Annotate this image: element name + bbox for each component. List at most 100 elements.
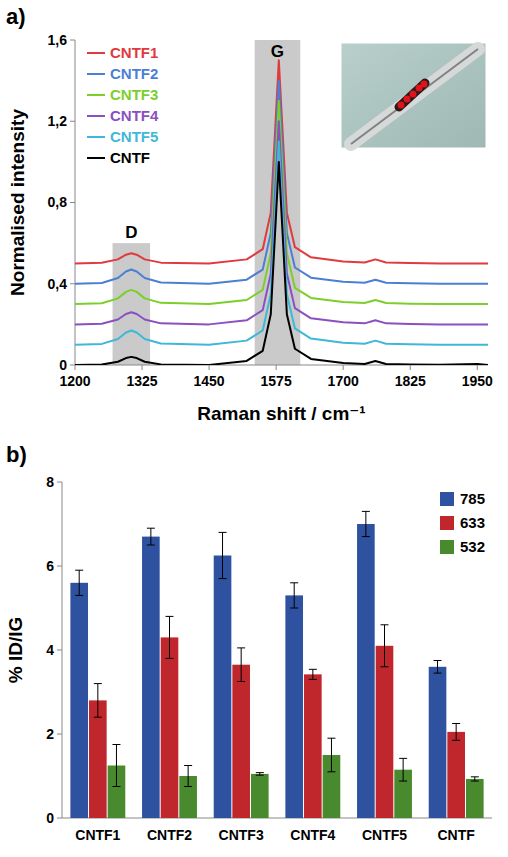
error-bar-cap xyxy=(94,717,102,718)
y-tick xyxy=(57,818,62,819)
error-bar-cap xyxy=(381,624,389,625)
error-bar xyxy=(166,616,174,658)
bar xyxy=(232,665,250,818)
error-bar-stem xyxy=(437,661,438,674)
error-bar-cap xyxy=(166,616,174,617)
error-bar-cap xyxy=(327,738,335,739)
x-tick-label: 1325 xyxy=(126,373,157,389)
x-tick xyxy=(410,365,411,370)
y-tick-label: 0 xyxy=(59,357,67,373)
error-bar-cap xyxy=(147,545,155,546)
legend-label: 785 xyxy=(460,490,485,507)
x-tick xyxy=(75,365,76,370)
error-bar-cap xyxy=(184,765,192,766)
x-tick xyxy=(343,365,344,370)
y-tick xyxy=(57,482,62,483)
panel-0: a)00,40,81,21,6Normalised intensity12001… xyxy=(6,4,493,424)
error-bar-cap xyxy=(452,740,460,741)
bar xyxy=(142,537,160,818)
error-bar-stem xyxy=(150,528,151,545)
error-bar xyxy=(219,532,227,578)
x-tick xyxy=(209,365,210,370)
y-axis xyxy=(75,40,76,365)
x-tick xyxy=(477,365,478,370)
y-tick xyxy=(57,650,62,651)
error-bar-cap xyxy=(290,608,298,609)
error-bar-cap xyxy=(309,669,317,670)
error-bar xyxy=(256,773,264,776)
legend-label: CNTF2 xyxy=(110,65,158,82)
error-bar-stem xyxy=(365,511,366,536)
error-bar-cap xyxy=(452,723,460,724)
legend-label: CNTF xyxy=(110,149,150,166)
error-bar-cap xyxy=(399,781,407,782)
inset-background xyxy=(341,43,486,148)
bar xyxy=(70,583,88,818)
error-bar xyxy=(327,738,335,772)
y-axis-title: % ID/IG xyxy=(5,617,26,684)
error-bar-cap xyxy=(184,786,192,787)
legend-label: CNTF4 xyxy=(110,107,159,124)
error-bar xyxy=(184,766,192,787)
legend-label: CNTF5 xyxy=(110,128,158,145)
legend-label: CNTF1 xyxy=(110,44,158,61)
error-bar xyxy=(471,777,479,781)
legend-swatch xyxy=(87,115,105,117)
x-tick-label: 1200 xyxy=(59,373,90,389)
bar xyxy=(376,646,394,818)
figure: a)00,40,81,21,6Normalised intensity12001… xyxy=(0,0,508,857)
y-tick xyxy=(70,202,75,203)
bars xyxy=(70,524,483,818)
error-bar-cap xyxy=(219,578,227,579)
inset-fibre-core xyxy=(351,49,478,144)
error-bar-stem xyxy=(294,583,295,608)
error-bar xyxy=(75,570,83,595)
category-label: CNTF4 xyxy=(290,827,335,843)
y-tick-label: 8 xyxy=(46,474,54,490)
y-tick xyxy=(57,566,62,567)
error-bar-cap xyxy=(219,532,227,533)
panel-label: b) xyxy=(6,442,27,467)
bar xyxy=(429,667,447,818)
panel-1: b)02468% ID/IGCNTF1CNTF2CNTF3CNTF4CNTF5C… xyxy=(5,442,492,843)
error-bar-stem xyxy=(456,724,457,741)
legend-swatch xyxy=(87,136,105,138)
shaded-region xyxy=(113,243,151,365)
error-bar-cap xyxy=(471,781,479,782)
y-tick xyxy=(70,121,75,122)
region-label: G xyxy=(271,42,284,61)
spectrum-line xyxy=(75,142,488,345)
error-bar-cap xyxy=(290,582,298,583)
legend-swatch xyxy=(87,94,105,96)
error-bar xyxy=(452,724,460,741)
category-label: CNTF1 xyxy=(75,827,120,843)
error-bar-stem xyxy=(241,648,242,682)
error-bar-stem xyxy=(403,758,404,781)
legend-label: CNTF3 xyxy=(110,86,158,103)
bar xyxy=(285,595,303,818)
error-bar-cap xyxy=(327,771,335,772)
error-bar-stem xyxy=(331,738,332,772)
error-bar-cap xyxy=(256,775,264,776)
error-bar-cap xyxy=(434,660,442,661)
y-tick-label: 1,2 xyxy=(48,113,68,129)
bar xyxy=(251,774,269,818)
legend-swatch xyxy=(440,492,454,506)
y-axis-title: Normalised intensity xyxy=(7,109,28,296)
panel-label: a) xyxy=(6,4,26,29)
y-tick-label: 0,8 xyxy=(48,194,68,210)
bar xyxy=(357,524,375,818)
error-bar-stem xyxy=(169,616,170,658)
legend-swatch xyxy=(440,516,454,530)
spectrum-line xyxy=(75,162,488,365)
error-bar-cap xyxy=(256,772,264,773)
y-tick xyxy=(70,40,75,41)
error-bar-stem xyxy=(312,669,313,679)
error-bar-cap xyxy=(362,511,370,512)
legend-swatch xyxy=(87,157,105,159)
inset-laser-spot xyxy=(404,96,411,103)
error-bar xyxy=(112,745,120,787)
region-label: D xyxy=(125,223,137,242)
x-tick-label: 1450 xyxy=(194,373,225,389)
error-bar-stem xyxy=(188,766,189,787)
